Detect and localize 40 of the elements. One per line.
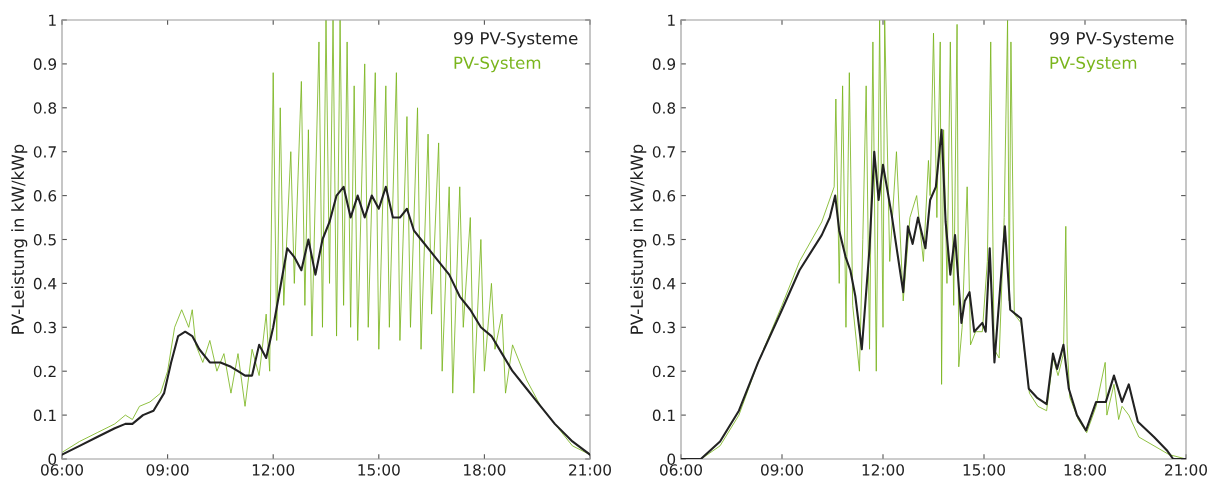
line-series [62, 20, 590, 456]
x-tick-label: 18:00 [464, 464, 506, 476]
y-tick-label: 0.6 [652, 190, 676, 202]
x-tick-label: 15:00 [358, 464, 400, 476]
line-series [62, 185, 590, 456]
y-tick-label: 0.8 [652, 102, 676, 114]
y-tick-label: 0.1 [33, 409, 56, 422]
y-tick-label: 0.7 [652, 146, 675, 158]
y-tick-label: 0.3 [33, 321, 56, 334]
y-tick-label: 0.4 [652, 277, 676, 290]
y-tick-label: 0.7 [33, 146, 56, 158]
y-tick-label: 0.8 [33, 102, 57, 114]
y-tick-label: 0.1 [652, 409, 675, 422]
y-tick-label: 0.5 [652, 233, 675, 246]
x-tick-label: 15:00 [963, 464, 1005, 476]
x-tick-label: 21:00 [569, 464, 611, 476]
y-tick-label: 0.4 [33, 277, 57, 290]
x-tick-label: 09:00 [146, 464, 189, 476]
x-tick-label: 09:00 [760, 464, 803, 476]
y-tick-label: 0.6 [33, 190, 57, 202]
y-tick-label: 0.9 [652, 58, 676, 70]
text: PV-System [454, 56, 541, 73]
y-tick-label: 0.5 [33, 233, 56, 246]
y-tick-label: 0.2 [652, 365, 675, 378]
y-tick-label: 1 [668, 14, 675, 26]
text: PV-System [1050, 56, 1137, 73]
text: 99 PV-Systeme [1049, 31, 1174, 48]
x-tick-label: 21:00 [1165, 464, 1207, 476]
y-axis-title: PV-Leistung in kW/kWp [11, 144, 28, 334]
text: 99 PV-Systeme [453, 31, 578, 48]
x-tick-label: 12:00 [252, 464, 295, 476]
x-tick-label: 06:00 [659, 464, 702, 476]
y-tick-label: 0.9 [33, 58, 57, 70]
x-tick-label: 18:00 [1064, 464, 1106, 476]
y-axis-title: PV-Leistung in kW/kWp [630, 144, 647, 334]
y-tick-label: 0.3 [652, 321, 675, 334]
y-tick-label: 0.2 [33, 365, 56, 378]
y-tick-label: 1 [49, 14, 56, 26]
x-tick-label: 12:00 [862, 464, 904, 476]
x-tick-label: 06:00 [40, 464, 83, 476]
